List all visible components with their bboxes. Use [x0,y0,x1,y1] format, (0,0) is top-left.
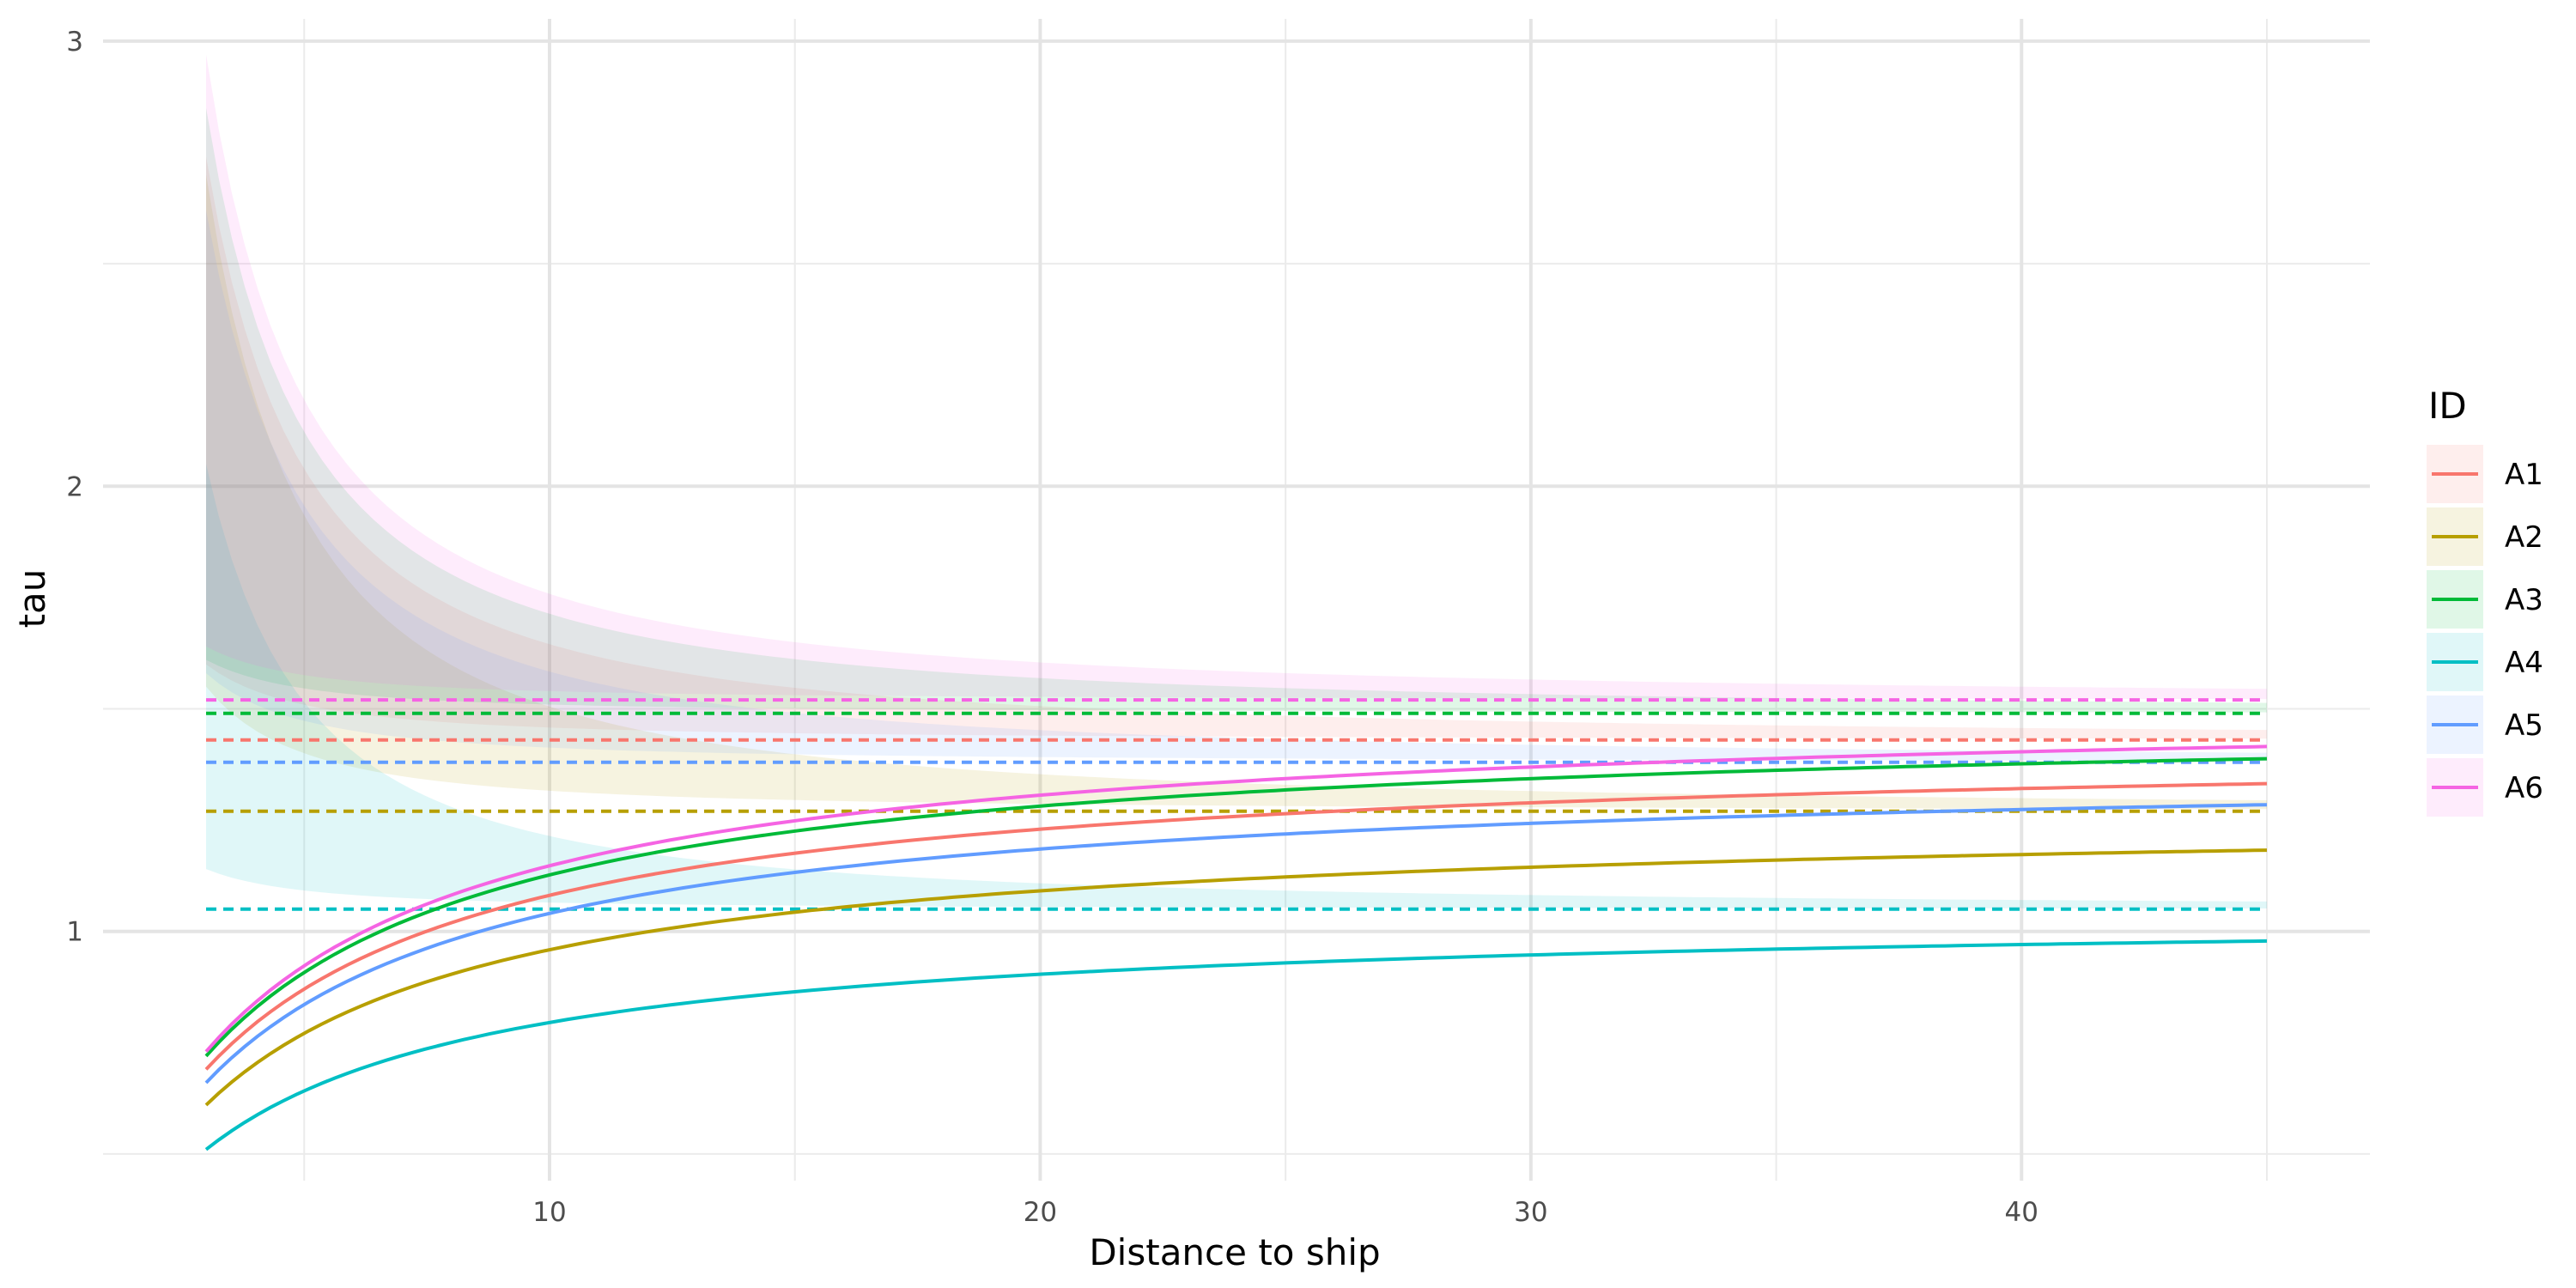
major-gridlines [103,19,2370,1181]
y-axis-title: tau [11,569,53,629]
legend-label: A5 [2505,708,2543,743]
legend-item-a5: A5 [2427,696,2543,754]
minor-gridlines [103,19,2370,1181]
y-tick-label: 3 [66,27,83,58]
series-line-a1 [204,781,2268,1071]
series-line-a3 [204,756,2268,1058]
confidence-bands [206,54,2267,908]
legend-title: ID [2428,385,2467,427]
legend: ID A1 A2 A3 A4 A5 A6 [2427,385,2543,817]
y-tick-labels: 1 2 3 [66,27,83,948]
confidence-band-a3 [206,107,2267,713]
x-tick-label: 10 [532,1197,566,1228]
confidence-band-a6 [206,54,2267,700]
legend-item-a2: A2 [2427,507,2543,566]
legend-item-a1: A1 [2427,445,2543,503]
confidence-band-a5 [206,210,2267,761]
x-tick-labels: 10 20 30 40 [532,1197,2038,1228]
y-tick-label: 2 [66,471,83,502]
series-curves [204,744,2268,1151]
legend-item-a6: A6 [2427,758,2543,817]
series-line-a5 [204,803,2268,1084]
legend-label: A4 [2505,646,2543,680]
x-axis-title: Distance to ship [1089,1231,1380,1273]
legend-item-a4: A4 [2427,633,2543,691]
legend-label: A3 [2505,583,2543,617]
series-line-a6 [204,744,2268,1054]
x-tick-label: 20 [1024,1197,1057,1228]
x-tick-label: 40 [2005,1197,2038,1228]
legend-label: A2 [2505,520,2543,555]
y-tick-label: 1 [66,917,83,948]
legend-label: A1 [2505,458,2543,492]
confidence-band-a1 [206,156,2267,739]
series-line-a2 [204,848,2268,1107]
x-tick-label: 30 [1514,1197,1547,1228]
legend-item-a3: A3 [2427,570,2543,629]
confidence-band-a4 [206,464,2267,908]
confidence-band-a2 [206,174,2267,810]
legend-items: A1 A2 A3 A4 A5 A6 [2427,445,2543,817]
series-line-a4 [204,939,2268,1151]
legend-label: A6 [2505,771,2543,805]
